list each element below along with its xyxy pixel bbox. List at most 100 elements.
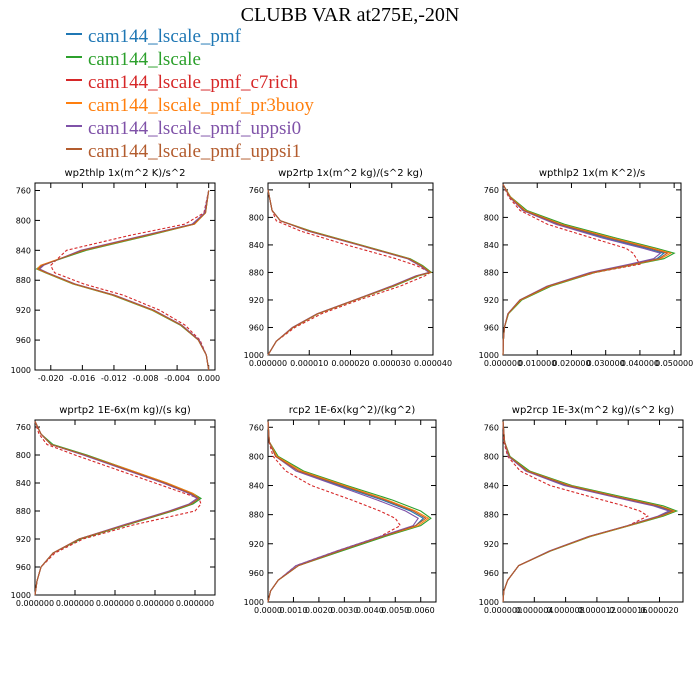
x-tick-label: 0.000 bbox=[197, 374, 220, 383]
x-tick-label: 0.000020 bbox=[331, 359, 369, 368]
y-tick-label: 1000 bbox=[11, 591, 31, 600]
y-tick-label: 960 bbox=[249, 569, 264, 578]
legend-item: cam144_lscale_pmf_c7rich bbox=[66, 71, 314, 94]
y-tick-label: 800 bbox=[249, 452, 264, 461]
y-tick-label: 960 bbox=[16, 336, 31, 345]
y-tick-label: 920 bbox=[484, 296, 499, 305]
series-line-cam144_lscale_pmf bbox=[502, 421, 673, 603]
x-tick-label: 0.000000 bbox=[176, 599, 214, 608]
series-line-cam144_lscale_pmf_pr3buoy bbox=[36, 190, 210, 371]
x-tick-label: 0.000008 bbox=[547, 606, 585, 615]
y-tick-label: 1000 bbox=[244, 351, 264, 360]
series-line-cam144_lscale_pmf_pr3buoy bbox=[267, 421, 430, 603]
chart-panel-4: rcp2 1E-6x(kg^2)/(kg^2) 760 800 840 880 920 96… bbox=[244, 405, 437, 615]
series-line-cam144_lscale_pmf_c7rich bbox=[34, 421, 202, 596]
y-tick-label: 840 bbox=[249, 482, 264, 491]
plot-frame bbox=[267, 419, 437, 603]
series-line-cam144_lscale_pmf bbox=[267, 189, 431, 356]
y-tick-label: 880 bbox=[484, 511, 499, 520]
x-tick-label: 0.000004 bbox=[515, 606, 553, 615]
series-line-cam144_lscale_pmf_uppsi1 bbox=[502, 184, 669, 356]
y-tick-label: 800 bbox=[484, 213, 499, 222]
series-line-cam144_lscale_pmf_pr3buoy bbox=[502, 184, 673, 356]
legend-swatch-0 bbox=[66, 32, 82, 35]
x-tick-label: -0.020 bbox=[38, 374, 64, 383]
x-tick-label: 0.0050 bbox=[381, 606, 409, 615]
series-line-cam144_lscale_pmf_uppsi1 bbox=[502, 421, 675, 603]
panel-title: wp2rtp 1x(m^2 kg)/(s^2 kg) bbox=[278, 168, 423, 179]
series-line-cam144_lscale_pmf_pr3buoy bbox=[502, 421, 677, 603]
y-tick-label: 840 bbox=[484, 241, 499, 250]
series-line-cam144_lscale_pmf_c7rich bbox=[50, 190, 210, 371]
x-tick-label: -0.012 bbox=[101, 374, 127, 383]
series-line-cam144_lscale_pmf_uppsi1 bbox=[267, 421, 427, 603]
legend-label: cam144_lscale_pmf_c7rich bbox=[88, 72, 298, 93]
x-tick-label: 0.000000 bbox=[16, 599, 54, 608]
x-tick-label: 0.0030 bbox=[330, 606, 358, 615]
y-tick-label: 1000 bbox=[479, 351, 499, 360]
x-tick-label: 0.000010 bbox=[290, 359, 328, 368]
series-line-cam144_lscale_pmf_uppsi0 bbox=[502, 421, 671, 603]
x-tick-label: 0.0060 bbox=[407, 606, 435, 615]
y-tick-label: 1000 bbox=[244, 598, 264, 607]
legend-swatch-3 bbox=[66, 101, 82, 104]
x-tick-label: 0.000012 bbox=[578, 606, 616, 615]
chart-panel-1: wp2rtp 1x(m^2 kg)/(s^2 kg) 760 800 840 880 92… bbox=[244, 168, 452, 368]
main-title: CLUBB VAR at275E,-20N bbox=[240, 4, 460, 26]
series-line-cam144_lscale_pmf_uppsi1 bbox=[37, 190, 210, 371]
legend-swatch-4 bbox=[66, 124, 82, 127]
y-tick-label: 920 bbox=[249, 296, 264, 305]
y-tick-label: 960 bbox=[16, 563, 31, 572]
x-tick-label: 0.050000 bbox=[655, 359, 693, 368]
y-tick-label: 760 bbox=[16, 423, 31, 432]
plot-frame bbox=[267, 182, 434, 356]
x-tick-label: 0.000020 bbox=[640, 606, 678, 615]
x-tick-label: 0.0000 bbox=[254, 606, 282, 615]
y-tick-label: 880 bbox=[16, 507, 31, 516]
x-tick-label: 0.020000 bbox=[552, 359, 590, 368]
legend-label: cam144_lscale bbox=[88, 49, 201, 70]
legend: cam144_lscale_pmf cam144_lscale cam144_l… bbox=[66, 25, 314, 163]
plot-frame bbox=[502, 182, 682, 356]
series-line-cam144_lscale_pmf_c7rich bbox=[267, 421, 402, 603]
legend-swatch-2 bbox=[66, 78, 82, 81]
x-tick-label: 0.000000 bbox=[136, 599, 174, 608]
series-line-cam144_lscale_pmf_uppsi0 bbox=[267, 421, 419, 603]
series-line-cam144_lscale_pmf_uppsi1 bbox=[267, 189, 432, 356]
series-line-cam144_lscale_pmf_c7rich bbox=[267, 189, 432, 356]
y-tick-label: 760 bbox=[484, 423, 499, 432]
x-tick-label: 0.000000 bbox=[484, 606, 522, 615]
y-tick-label: 840 bbox=[16, 479, 31, 488]
series-line-cam144_lscale bbox=[502, 421, 679, 603]
series-line-cam144_lscale bbox=[267, 189, 433, 356]
y-tick-label: 760 bbox=[249, 423, 264, 432]
y-tick-label: 920 bbox=[484, 540, 499, 549]
x-tick-label: 0.000040 bbox=[414, 359, 452, 368]
y-tick-label: 920 bbox=[16, 535, 31, 544]
y-tick-label: 880 bbox=[249, 511, 264, 520]
panel-title: wp2rcp 1E-3x(m^2 kg)/(s^2 kg) bbox=[512, 405, 675, 416]
legend-label: cam144_lscale_pmf bbox=[88, 26, 242, 47]
panel-title: rcp2 1E-6x(kg^2)/(kg^2) bbox=[289, 405, 416, 416]
plot-frame bbox=[34, 182, 216, 371]
y-tick-label: 800 bbox=[16, 216, 31, 225]
series-line-cam144_lscale_pmf_uppsi0 bbox=[267, 189, 431, 356]
y-tick-label: 840 bbox=[249, 241, 264, 250]
series-line-cam144_lscale_pmf_c7rich bbox=[502, 421, 649, 603]
x-tick-label: 0.000000 bbox=[56, 599, 94, 608]
x-tick-label: 0.000000 bbox=[96, 599, 134, 608]
y-tick-label: 800 bbox=[16, 451, 31, 460]
x-tick-label: 0.010000 bbox=[518, 359, 556, 368]
y-tick-label: 880 bbox=[484, 268, 499, 277]
chart-panel-5: wp2rcp 1E-3x(m^2 kg)/(s^2 kg) 760 800 840 88… bbox=[479, 405, 684, 615]
y-tick-label: 960 bbox=[484, 569, 499, 578]
series-line-cam144_lscale bbox=[35, 190, 210, 371]
panel-title: wp2thlp 1x(m^2 K)/s^2 bbox=[64, 168, 185, 179]
plot-frame bbox=[502, 419, 684, 603]
legend-item: cam144_lscale_pmf_uppsi1 bbox=[66, 140, 314, 163]
x-tick-label: -0.008 bbox=[133, 374, 159, 383]
x-tick-label: 0.0040 bbox=[356, 606, 384, 615]
legend-label: cam144_lscale_pmf_uppsi1 bbox=[88, 141, 302, 162]
legend-swatch-1 bbox=[66, 55, 82, 58]
